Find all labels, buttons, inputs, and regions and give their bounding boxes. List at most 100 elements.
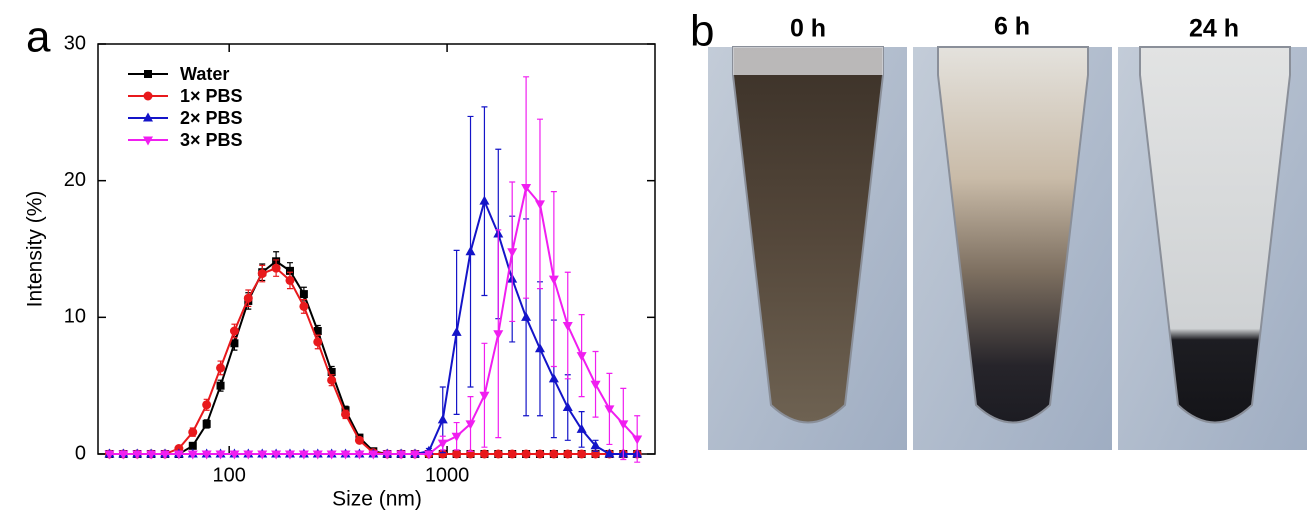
point xyxy=(507,248,518,258)
point xyxy=(437,439,448,449)
point xyxy=(452,449,462,459)
point xyxy=(216,381,225,390)
point xyxy=(590,380,601,390)
point xyxy=(576,352,587,362)
point xyxy=(229,450,240,460)
legend-label: 1× PBS xyxy=(180,86,243,106)
point xyxy=(243,293,253,303)
point xyxy=(493,330,504,340)
point xyxy=(202,400,212,410)
point xyxy=(312,450,323,460)
point xyxy=(104,450,115,460)
point xyxy=(313,337,323,347)
photo xyxy=(708,46,907,450)
photo-label: 0 h xyxy=(790,15,826,43)
point xyxy=(285,266,294,275)
y-tick-label: 20 xyxy=(64,169,86,191)
point xyxy=(340,450,351,460)
legend-marker xyxy=(144,70,152,78)
point xyxy=(409,450,420,460)
point xyxy=(479,391,490,401)
point xyxy=(396,450,407,460)
y-axis-label: Intensity (%) xyxy=(24,191,47,308)
point xyxy=(521,311,532,321)
panel-label: a xyxy=(26,13,51,62)
point xyxy=(313,327,322,335)
point xyxy=(549,449,559,459)
point xyxy=(438,449,448,459)
point xyxy=(507,449,517,459)
point xyxy=(298,450,309,460)
point xyxy=(284,450,295,460)
point xyxy=(173,450,184,460)
legend-label: 3× PBS xyxy=(180,130,243,150)
legend-label: Water xyxy=(180,64,229,84)
point xyxy=(354,450,365,460)
point xyxy=(327,375,337,385)
point xyxy=(146,450,157,460)
point xyxy=(534,200,545,210)
point xyxy=(257,450,268,460)
point xyxy=(521,184,532,193)
x-tick-label: 100 xyxy=(212,464,245,486)
point xyxy=(229,326,239,336)
point xyxy=(271,263,281,273)
point xyxy=(188,427,198,437)
point xyxy=(271,450,282,460)
point xyxy=(188,441,197,450)
point xyxy=(326,450,337,460)
tube xyxy=(1139,46,1291,424)
point xyxy=(451,326,462,336)
point xyxy=(299,290,308,299)
legend-label: 2× PBS xyxy=(180,108,243,128)
photo-label: 6 h xyxy=(994,13,1030,41)
point xyxy=(437,414,448,424)
point xyxy=(604,405,615,415)
tube-cap xyxy=(733,47,883,75)
y-tick-label: 0 xyxy=(75,442,86,464)
point xyxy=(562,402,573,412)
point xyxy=(382,450,393,460)
point xyxy=(493,449,503,459)
point xyxy=(160,450,171,460)
point xyxy=(257,269,267,279)
point xyxy=(187,450,198,460)
point xyxy=(479,449,489,459)
x-axis-label: Size (nm) xyxy=(332,488,422,511)
point xyxy=(341,409,351,419)
legend-marker xyxy=(143,91,153,101)
point xyxy=(202,419,211,428)
series-line xyxy=(109,185,638,455)
point xyxy=(548,373,559,383)
point xyxy=(632,435,643,445)
point xyxy=(548,275,559,285)
legend-marker xyxy=(143,136,153,146)
point xyxy=(327,368,336,376)
point xyxy=(534,343,545,353)
photo-label: 24 h xyxy=(1189,15,1239,43)
point xyxy=(521,449,531,459)
tube xyxy=(937,46,1089,424)
point xyxy=(562,322,573,332)
y-tick-label: 30 xyxy=(64,32,86,54)
y-tick-label: 10 xyxy=(64,306,86,328)
point xyxy=(423,450,434,460)
point xyxy=(618,420,629,430)
point xyxy=(215,450,226,460)
point xyxy=(118,450,129,460)
legend-marker xyxy=(143,112,153,122)
photo xyxy=(1118,46,1307,450)
point xyxy=(576,423,587,433)
point xyxy=(354,435,364,445)
point xyxy=(465,246,476,256)
point xyxy=(132,450,143,460)
point xyxy=(465,420,476,430)
point xyxy=(243,450,254,460)
point xyxy=(299,301,309,311)
point xyxy=(590,440,601,450)
point xyxy=(216,363,226,373)
point xyxy=(451,432,462,442)
point xyxy=(479,195,490,205)
